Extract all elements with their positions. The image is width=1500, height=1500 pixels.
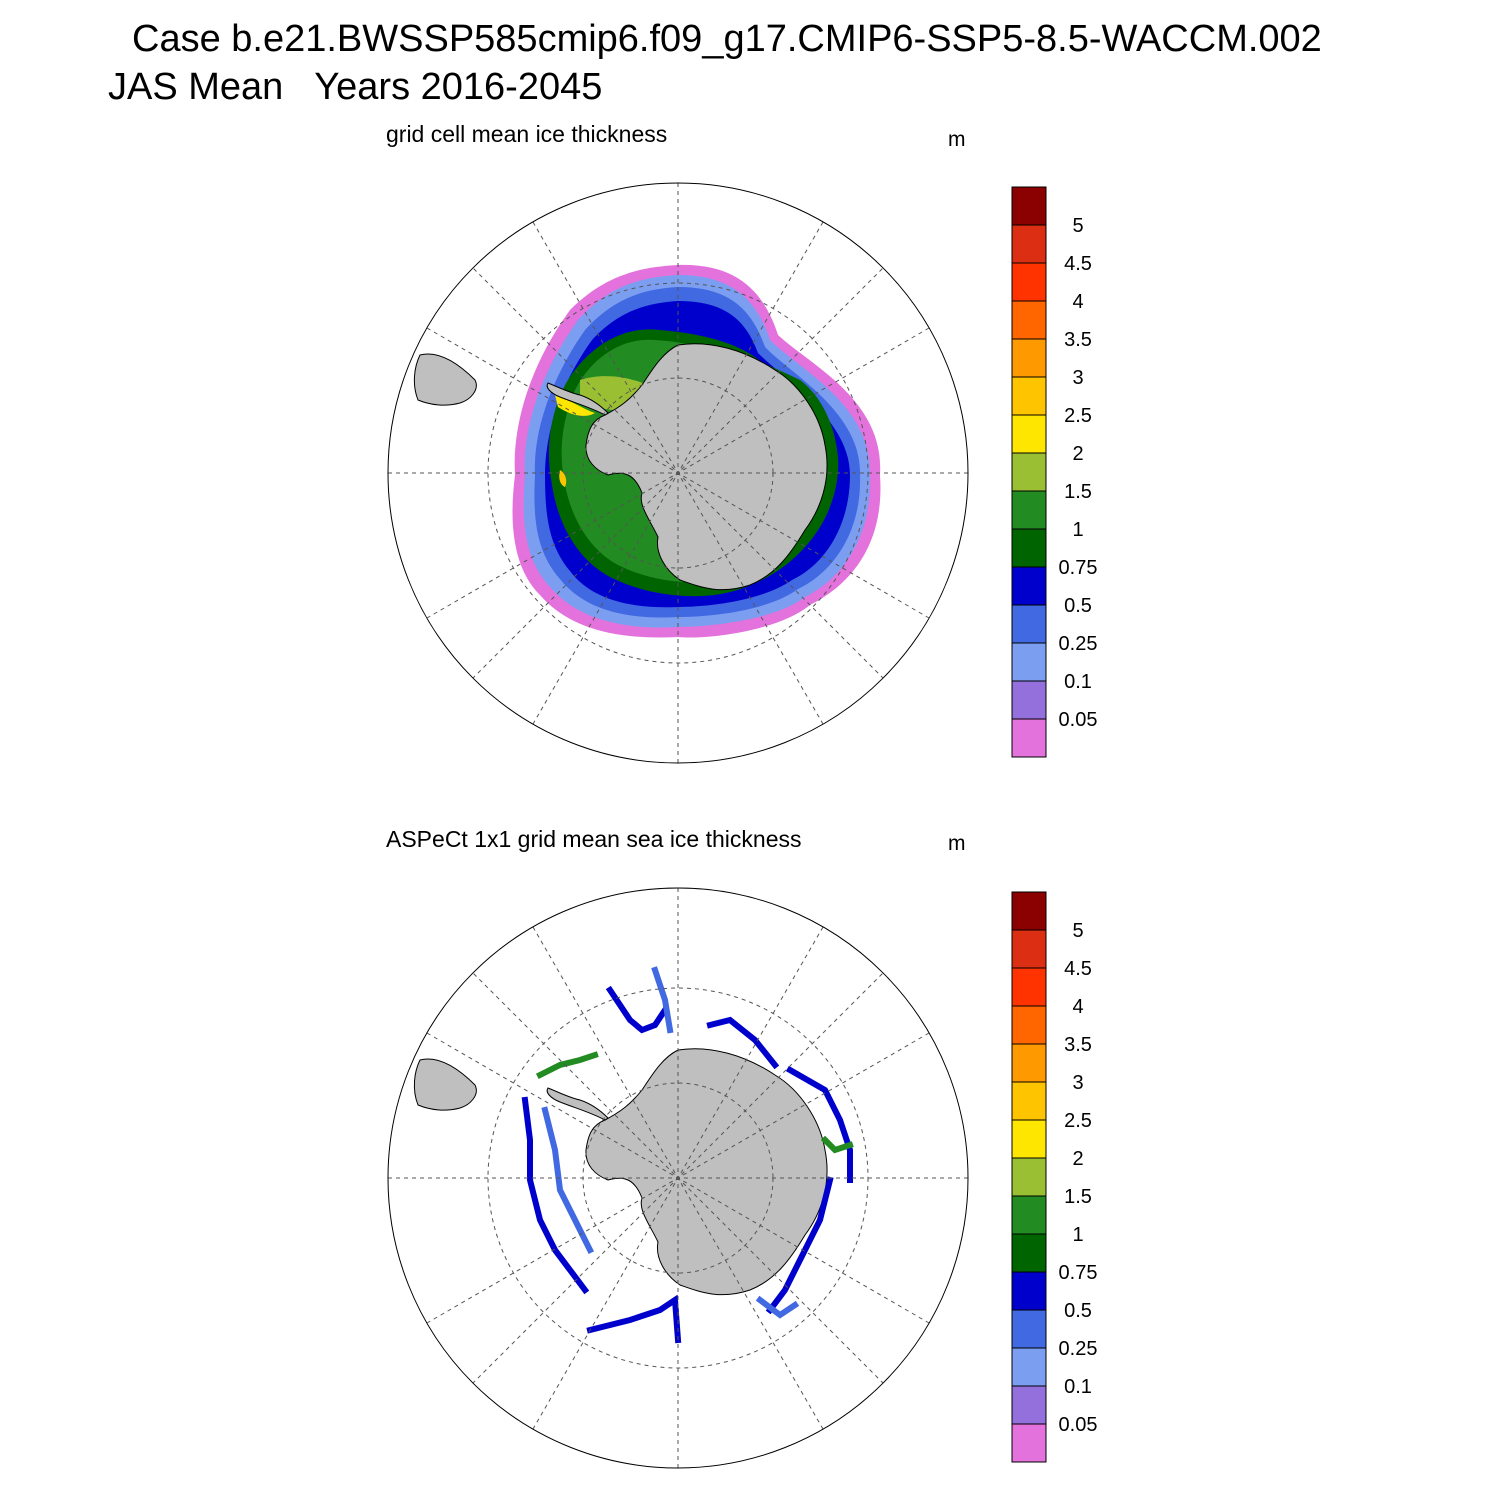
colorbar-1-label: 1 — [1072, 519, 1083, 541]
colorbar-1-label: 0.75 — [1059, 557, 1098, 579]
colorbar-2-swatch — [1011, 1081, 1047, 1121]
graticule — [388, 183, 968, 763]
colorbar-2-label: 0.25 — [1059, 1338, 1098, 1360]
colorbar-1-swatch — [1011, 300, 1047, 340]
colorbar-2-swatch — [1011, 929, 1047, 969]
colorbar-2-label: 1 — [1072, 1224, 1083, 1246]
colorbar-1-label: 0.1 — [1064, 671, 1092, 693]
south-america-landmass — [413, 353, 477, 406]
colorbar-2-label: 5 — [1072, 920, 1083, 942]
colorbar-2-label: 2.5 — [1064, 1110, 1092, 1132]
colorbar-1-swatch — [1011, 642, 1047, 682]
colorbar-1-swatch — [1011, 566, 1047, 606]
colorbar-2-label: 0.1 — [1064, 1376, 1092, 1398]
antarctic-peninsula — [546, 1087, 609, 1121]
colorbar-1-swatch — [1011, 376, 1047, 416]
colorbar-1-label: 0.25 — [1059, 633, 1098, 655]
map-boundary — [387, 887, 969, 1469]
colorbar-1-label: 4 — [1072, 291, 1083, 313]
panel-1-title: grid cell mean ice thickness — [386, 121, 668, 147]
panel-2-map — [387, 887, 969, 1469]
colorbar-2-swatch — [1011, 1043, 1047, 1083]
colorbar-2-label: 4.5 — [1064, 958, 1092, 980]
colorbar-1-swatch — [1011, 718, 1047, 758]
panel-1-map — [387, 182, 969, 764]
graticule — [388, 888, 968, 1468]
colorbar-2-swatch — [1011, 1233, 1047, 1273]
colorbar-2-swatch — [1011, 1005, 1047, 1045]
colorbar-2-swatch — [1011, 1423, 1047, 1463]
colorbar-2-label: 3.5 — [1064, 1034, 1092, 1056]
colorbar-2-swatch — [1011, 1309, 1047, 1349]
colorbar-2-swatch — [1011, 1119, 1047, 1159]
colorbar-2-label: 4 — [1072, 996, 1083, 1018]
colorbar-1-swatch — [1011, 338, 1047, 378]
case-title: Case b.e21.BWSSP585cmip6.f09_g17.CMIP6-S… — [132, 18, 1322, 60]
colorbar-2-swatch — [1011, 1157, 1047, 1197]
colorbar-1-swatch — [1011, 186, 1047, 226]
colorbar-1-swatch — [1011, 224, 1047, 264]
period-title: JAS Mean Years 2016-2045 — [108, 66, 603, 108]
colorbar-1-label: 1.5 — [1064, 481, 1092, 503]
map-boundary — [387, 182, 969, 764]
colorbar-2-label: 3 — [1072, 1072, 1083, 1094]
colorbar-1-label: 0.5 — [1064, 595, 1092, 617]
colorbar-2-swatch — [1011, 1385, 1047, 1425]
colorbar-1: 5 4.5 4 3.5 3 2.5 2 1.5 1 0.75 0.5 0.25 0.1 0.05 — [1011, 186, 1098, 758]
colorbar-2-swatch — [1011, 1195, 1047, 1235]
colorbar-1-swatch — [1011, 528, 1047, 568]
colorbar-2-label: 2 — [1072, 1148, 1083, 1170]
colorbar-1-label: 3 — [1072, 367, 1083, 389]
colorbar-2-label: 0.5 — [1064, 1300, 1092, 1322]
antarctica-landmass — [585, 1048, 828, 1296]
ship-tracks — [521, 966, 854, 1344]
colorbar-1-swatch — [1011, 490, 1047, 530]
colorbar-2: 5 4.5 4 3.5 3 2.5 2 1.5 1 0.75 0.5 0.25 0.1 0.05 — [1011, 891, 1098, 1463]
colorbar-2-swatch — [1011, 967, 1047, 1007]
colorbar-2-label: 0.75 — [1059, 1262, 1098, 1284]
colorbar-2-swatch — [1011, 1347, 1047, 1387]
ice-band-2.5 — [559, 470, 567, 487]
colorbar-1-swatch — [1011, 262, 1047, 302]
panel-2-title: ASPeCt 1x1 grid mean sea ice thickness — [386, 826, 802, 852]
antarctica-landmass — [585, 343, 828, 591]
colorbar-1-label: 0.05 — [1059, 709, 1098, 731]
panel-1-unit: m — [948, 128, 966, 151]
colorbar-1-label: 4.5 — [1064, 253, 1092, 275]
antarctic-peninsula — [546, 382, 609, 416]
ice-band-2 — [555, 395, 595, 416]
colorbar-2-swatch — [1011, 1271, 1047, 1311]
panel-2-unit: m — [948, 832, 966, 855]
colorbar-2-label: 0.05 — [1059, 1414, 1098, 1436]
colorbar-1-swatch — [1011, 414, 1047, 454]
colorbar-1-label: 3.5 — [1064, 329, 1092, 351]
colorbar-2-label: 1.5 — [1064, 1186, 1092, 1208]
colorbar-1-label: 2 — [1072, 443, 1083, 465]
colorbar-2-swatch — [1011, 891, 1047, 931]
colorbar-1-swatch — [1011, 452, 1047, 492]
colorbar-1-swatch — [1011, 604, 1047, 644]
colorbar-1-swatch — [1011, 680, 1047, 720]
south-america-landmass — [413, 1058, 477, 1111]
colorbar-1-label: 5 — [1072, 215, 1083, 237]
colorbar-1-label: 2.5 — [1064, 405, 1092, 427]
